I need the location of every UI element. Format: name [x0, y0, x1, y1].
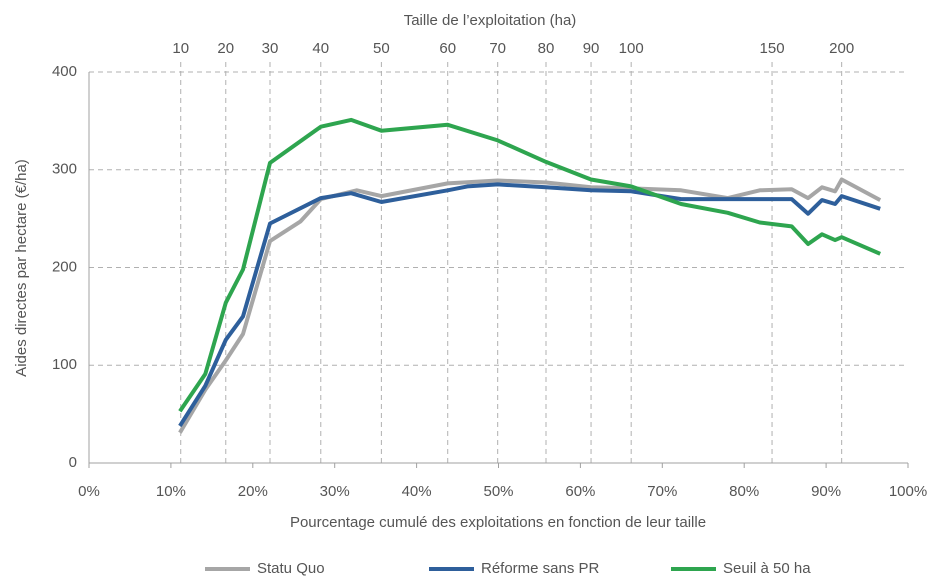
x-tick-label: 90% [811, 483, 841, 500]
x2-tick-label: 20 [217, 40, 234, 57]
x2-tick-label: 40 [312, 40, 329, 57]
x-axis-title: Pourcentage cumulé des exploitations en … [290, 514, 706, 531]
series-line [178, 117, 881, 413]
x2-tick-label: 150 [760, 40, 785, 57]
y-axis-title: Aides directes par hectare (€/ha) [13, 159, 30, 377]
x-tick-label: 20% [238, 483, 268, 500]
x-tick-label: 70% [647, 483, 677, 500]
legend-label: Réforme sans PR [481, 560, 600, 577]
x-tick-label: 0% [78, 483, 100, 500]
x-tick-label: 50% [483, 483, 513, 500]
x2-tick-label: 200 [829, 40, 854, 57]
x2-tick-label: 10 [172, 40, 189, 57]
x2-axis-title: Taille de l’exploitation (ha) [404, 12, 577, 29]
x2-tick-label: 90 [583, 40, 600, 57]
x2-tick-label: 80 [538, 40, 555, 57]
x-tick-label: 80% [729, 483, 759, 500]
y-tick-label: 200 [52, 258, 77, 275]
x2-tick-label: 60 [439, 40, 456, 57]
y-tick-label: 300 [52, 161, 77, 178]
series-line [178, 182, 881, 427]
y-tick-label: 400 [52, 63, 77, 80]
legend-label: Seuil à 50 ha [723, 560, 811, 577]
y-tick-label: 100 [52, 356, 77, 373]
x-tick-label: 100% [889, 483, 927, 500]
legend-label: Statu Quo [257, 560, 325, 577]
x-tick-label: 40% [402, 483, 432, 500]
x2-tick-label: 70 [489, 40, 506, 57]
series-line [178, 177, 882, 434]
x2-tick-label: 30 [262, 40, 279, 57]
x-tick-label: 10% [156, 483, 186, 500]
x2-tick-label: 100 [619, 40, 644, 57]
x-tick-label: 60% [565, 483, 595, 500]
x-tick-label: 30% [320, 483, 350, 500]
x2-tick-label: 50 [373, 40, 390, 57]
y-tick-label: 0 [69, 454, 77, 471]
